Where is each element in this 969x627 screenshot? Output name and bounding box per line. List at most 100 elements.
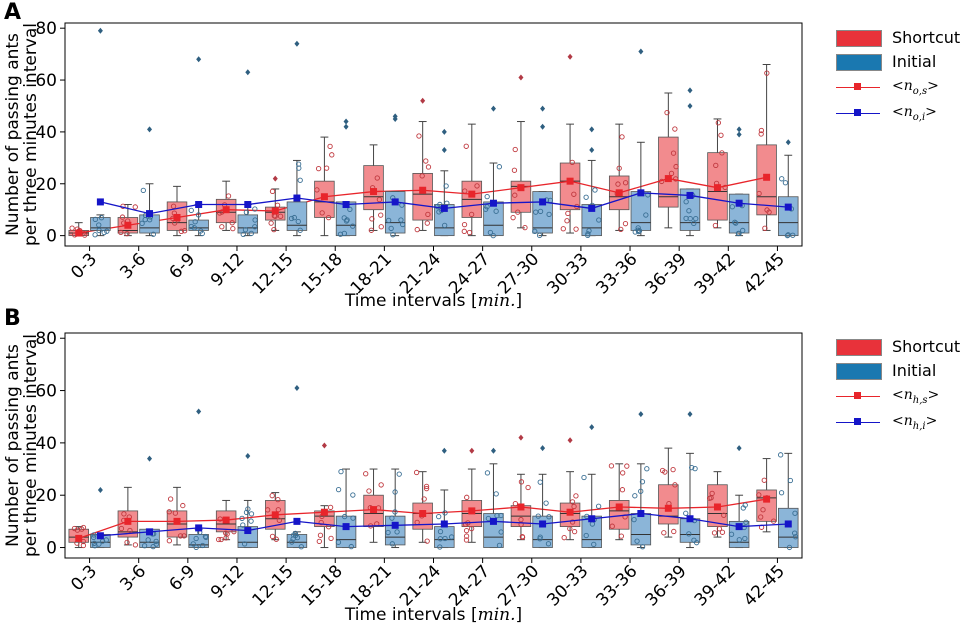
shortcut-data-point [264, 507, 271, 513]
initial-data-point [245, 506, 251, 512]
x-tick-label: 30-33 [543, 249, 592, 298]
initial-data-point [91, 540, 97, 546]
shortcut-data-point [225, 193, 232, 199]
x-tick-label: 36-39 [642, 249, 691, 298]
shortcut-data-point [569, 159, 575, 166]
shortcut-data-point [571, 191, 577, 197]
shortcut-data-point [374, 175, 380, 181]
initial-data-point [98, 215, 105, 221]
shortcut-mean-marker [271, 207, 279, 215]
initial-outlier-point [294, 384, 300, 391]
initial-mean-marker [146, 210, 154, 218]
initial-data-point [239, 515, 245, 522]
shortcut-data-point [711, 530, 718, 536]
shortcut-data-point [519, 534, 526, 540]
initial-data-point [496, 542, 503, 549]
legend-label-end: > [927, 387, 940, 403]
initial-data-point [493, 491, 499, 497]
shortcut-data-point [118, 229, 124, 236]
initial-data-point [498, 512, 504, 519]
shortcut-data-point [268, 220, 274, 226]
shortcut-data-point [525, 484, 531, 491]
shortcut-data-point [569, 519, 576, 525]
legend-math-label: <nh,s> [892, 387, 939, 406]
shortcut-data-point [424, 220, 430, 226]
initial-data-point [248, 230, 254, 236]
initial-data-point [291, 214, 297, 221]
legend-label-end: > [927, 78, 939, 94]
y-tick-label: 40 [35, 434, 57, 454]
initial-data-point [437, 528, 444, 535]
x-tick-label: 0-3 [67, 561, 101, 595]
initial-data-point [388, 225, 394, 232]
shortcut-data-point [423, 158, 429, 164]
shortcut-outlier-point [272, 175, 278, 182]
initial-data-point [153, 541, 159, 547]
initial-mean-marker [784, 520, 792, 528]
legend-label-end: > [925, 104, 937, 120]
shortcut-data-point [518, 516, 524, 523]
initial-data-point [335, 539, 342, 545]
initial-data-point [683, 199, 689, 205]
shortcut-data-point [319, 210, 325, 216]
initial-outlier-point [245, 452, 251, 459]
initial-data-point [692, 466, 698, 472]
initial-mean-marker [539, 198, 547, 206]
initial-outlier-point [245, 69, 251, 76]
initial-data-point [202, 533, 209, 540]
initial-data-point [394, 529, 400, 535]
initial-data-point [289, 539, 295, 545]
shortcut-data-point [421, 496, 427, 502]
shortcut-data-point [463, 528, 470, 534]
shortcut-outlier-point [567, 437, 573, 444]
shortcut-data-point [670, 150, 677, 156]
shortcut-data-point [468, 525, 475, 532]
initial-data-point [341, 513, 348, 520]
initial-data-point [632, 493, 638, 499]
legend-a: Shortcut Initial <no,s> <no,i> [836, 28, 966, 128]
initial-mean-marker [440, 204, 448, 212]
shortcut-data-point [756, 190, 762, 197]
shortcut-data-point [166, 538, 172, 544]
shortcut-data-point [230, 225, 236, 232]
initial-data-point [686, 208, 692, 214]
shortcut-box [658, 136, 679, 208]
shortcut-data-point [325, 214, 332, 221]
initial-data-point [786, 544, 793, 551]
initial-data-point [398, 217, 404, 223]
initial-mean-marker [96, 198, 104, 206]
shortcut-data-point [127, 527, 133, 534]
initial-outlier-point [392, 115, 398, 122]
initial-data-point [192, 219, 198, 225]
y-tick-label: 0 [46, 539, 57, 559]
shortcut-data-point [273, 536, 279, 542]
shortcut-mean-marker [664, 175, 672, 183]
legend-subscript: h,s [912, 394, 928, 406]
initial-data-point [740, 505, 746, 511]
initial-box [286, 201, 308, 231]
shortcut-data-point [758, 514, 764, 520]
initial-data-point [792, 530, 798, 536]
shortcut-data-point [756, 492, 762, 498]
initial-data-point [634, 538, 640, 544]
initial-data-point [639, 544, 646, 550]
shortcut-data-point [215, 536, 222, 543]
initial-data-point [689, 465, 695, 471]
shortcut-data-point [416, 133, 422, 139]
shortcut-data-point [608, 463, 615, 469]
shortcut-data-point [618, 533, 625, 539]
initial-mean-marker [342, 201, 350, 209]
shortcut-data-point [510, 215, 516, 221]
initial-mean-marker [686, 515, 694, 523]
initial-data-point [779, 176, 785, 182]
initial-data-point [341, 215, 347, 221]
legend-label: <n [892, 387, 913, 403]
x-axis-label-text: Time intervals [ [344, 605, 478, 625]
initial-data-point [385, 529, 391, 536]
shortcut-data-point [624, 463, 630, 469]
shortcut-data-point [461, 221, 468, 228]
initial-outlier-point [687, 87, 693, 94]
legend-label: <n [892, 104, 913, 120]
shortcut-data-point [69, 225, 75, 231]
initial-data-point [498, 529, 504, 535]
